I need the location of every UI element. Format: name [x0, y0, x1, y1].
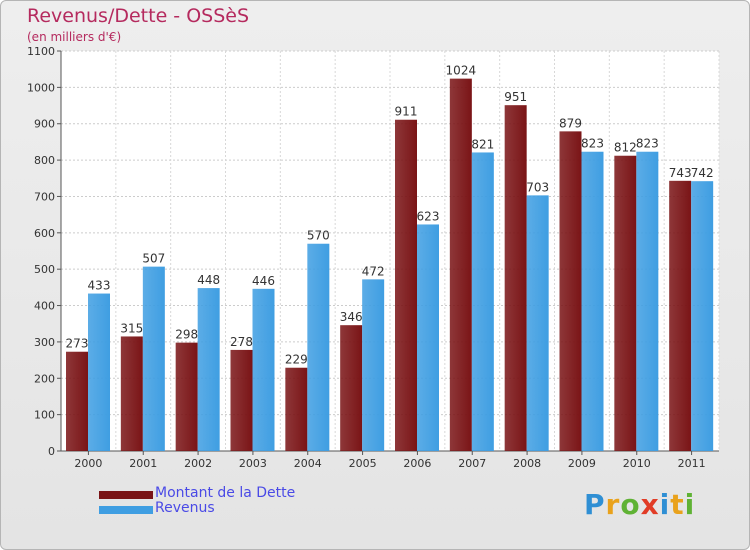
chart-title: Revenus/Dette - OSSèS	[27, 5, 250, 27]
data-label-revenus: 433	[88, 279, 111, 293]
x-tick-label: 2001	[129, 457, 157, 470]
y-tick-label: 1000	[27, 81, 55, 94]
data-label-dette: 911	[395, 105, 418, 119]
bar-dette	[559, 131, 582, 451]
data-label-dette: 346	[340, 310, 363, 324]
bar-dette	[66, 351, 88, 451]
bar-dette	[449, 78, 472, 452]
bar-dette	[175, 342, 198, 451]
bar-revenus	[471, 152, 494, 452]
bar-revenus	[636, 151, 659, 451]
chart-subtitle: (en milliers d'€)	[27, 30, 122, 44]
y-tick-label: 400	[34, 300, 55, 313]
data-label-revenus: 570	[307, 229, 330, 243]
bar-revenus	[417, 224, 439, 451]
data-label-revenus: 821	[471, 137, 494, 151]
logo-letter: r	[605, 488, 621, 521]
data-label-dette: 315	[120, 321, 143, 335]
y-tick-label: 900	[34, 118, 55, 131]
y-tick-label: 1100	[27, 45, 55, 58]
bar-dette	[504, 105, 527, 451]
data-label-revenus: 703	[526, 180, 549, 194]
bar-revenus	[252, 288, 275, 451]
x-tick-label: 2006	[403, 457, 431, 470]
proxiti-logo: Proxiti	[584, 488, 695, 521]
x-tick-label: 2009	[568, 457, 596, 470]
y-tick-label: 600	[34, 227, 55, 240]
data-label-revenus: 472	[362, 264, 385, 278]
data-label-revenus: 507	[142, 252, 165, 266]
logo-letter: P	[584, 488, 606, 521]
bar-dette	[669, 180, 692, 451]
data-label-revenus: 823	[636, 137, 659, 151]
bar-revenus	[362, 279, 385, 451]
data-label-revenus: 742	[691, 166, 714, 180]
y-tick-label: 200	[34, 372, 55, 385]
grid-lines	[60, 50, 720, 452]
x-tick-label: 2008	[513, 457, 541, 470]
x-tick-label: 2003	[239, 457, 267, 470]
bar-revenus	[197, 288, 220, 451]
x-tick-label: 2010	[623, 457, 651, 470]
data-label-dette: 951	[504, 90, 527, 104]
y-tick-label: 300	[34, 336, 55, 349]
bar-revenus	[307, 243, 330, 451]
axes: 0 100 200 300 400 500 600 700 800 900 1000 1100 2000…	[27, 45, 719, 470]
x-tick-label: 2011	[678, 457, 706, 470]
data-label-dette: 278	[230, 335, 253, 349]
y-tick-label: 0	[48, 445, 55, 458]
logo-letter: x	[640, 488, 660, 521]
legend-swatch-revenus	[99, 506, 153, 514]
logo-letter: i	[684, 488, 696, 521]
bar-dette	[395, 119, 417, 452]
y-tick-label: 100	[34, 409, 55, 422]
data-label-revenus: 448	[197, 273, 220, 287]
x-tick-label: 2007	[458, 457, 486, 470]
bar-revenus	[526, 195, 549, 451]
bar-revenus	[142, 266, 165, 451]
y-tick-label: 500	[34, 263, 55, 276]
y-tick-label: 800	[34, 154, 55, 167]
data-label-dette: 1024	[446, 64, 477, 78]
bar-dette	[230, 349, 253, 451]
bar-revenus	[691, 181, 714, 451]
data-label-dette: 879	[559, 116, 582, 130]
legend-label-revenus: Revenus	[155, 500, 215, 516]
y-tick-label: 700	[34, 190, 55, 203]
data-labels: 273 433 315 507 298 448 278 446 229 570 346 472 911 6…	[66, 64, 714, 367]
legend-swatch-dette	[99, 491, 153, 499]
data-label-dette: 273	[66, 337, 89, 351]
legend-label-dette: Montant de la Dette	[155, 485, 296, 501]
logo-letter: o	[620, 488, 641, 521]
x-tick-label: 2002	[184, 457, 212, 470]
data-label-revenus: 823	[581, 137, 604, 151]
bars	[66, 78, 714, 452]
data-label-dette: 229	[285, 353, 308, 367]
data-label-revenus: 446	[252, 274, 275, 288]
x-tick-label: 2004	[294, 457, 322, 470]
bar-dette	[614, 155, 637, 451]
data-label-revenus: 623	[417, 209, 440, 223]
x-tick-label: 2005	[349, 457, 377, 470]
logo-letter: i	[659, 488, 671, 521]
bar-revenus	[88, 293, 110, 451]
bar-dette	[120, 336, 143, 451]
logo-letter: t	[670, 488, 685, 521]
data-label-dette: 298	[175, 328, 198, 342]
data-label-dette: 812	[614, 141, 637, 155]
bar-revenus	[581, 151, 604, 451]
x-tick-label: 2000	[74, 457, 102, 470]
bar-dette	[285, 367, 308, 451]
bar-dette	[340, 325, 363, 451]
data-label-dette: 743	[669, 166, 692, 180]
